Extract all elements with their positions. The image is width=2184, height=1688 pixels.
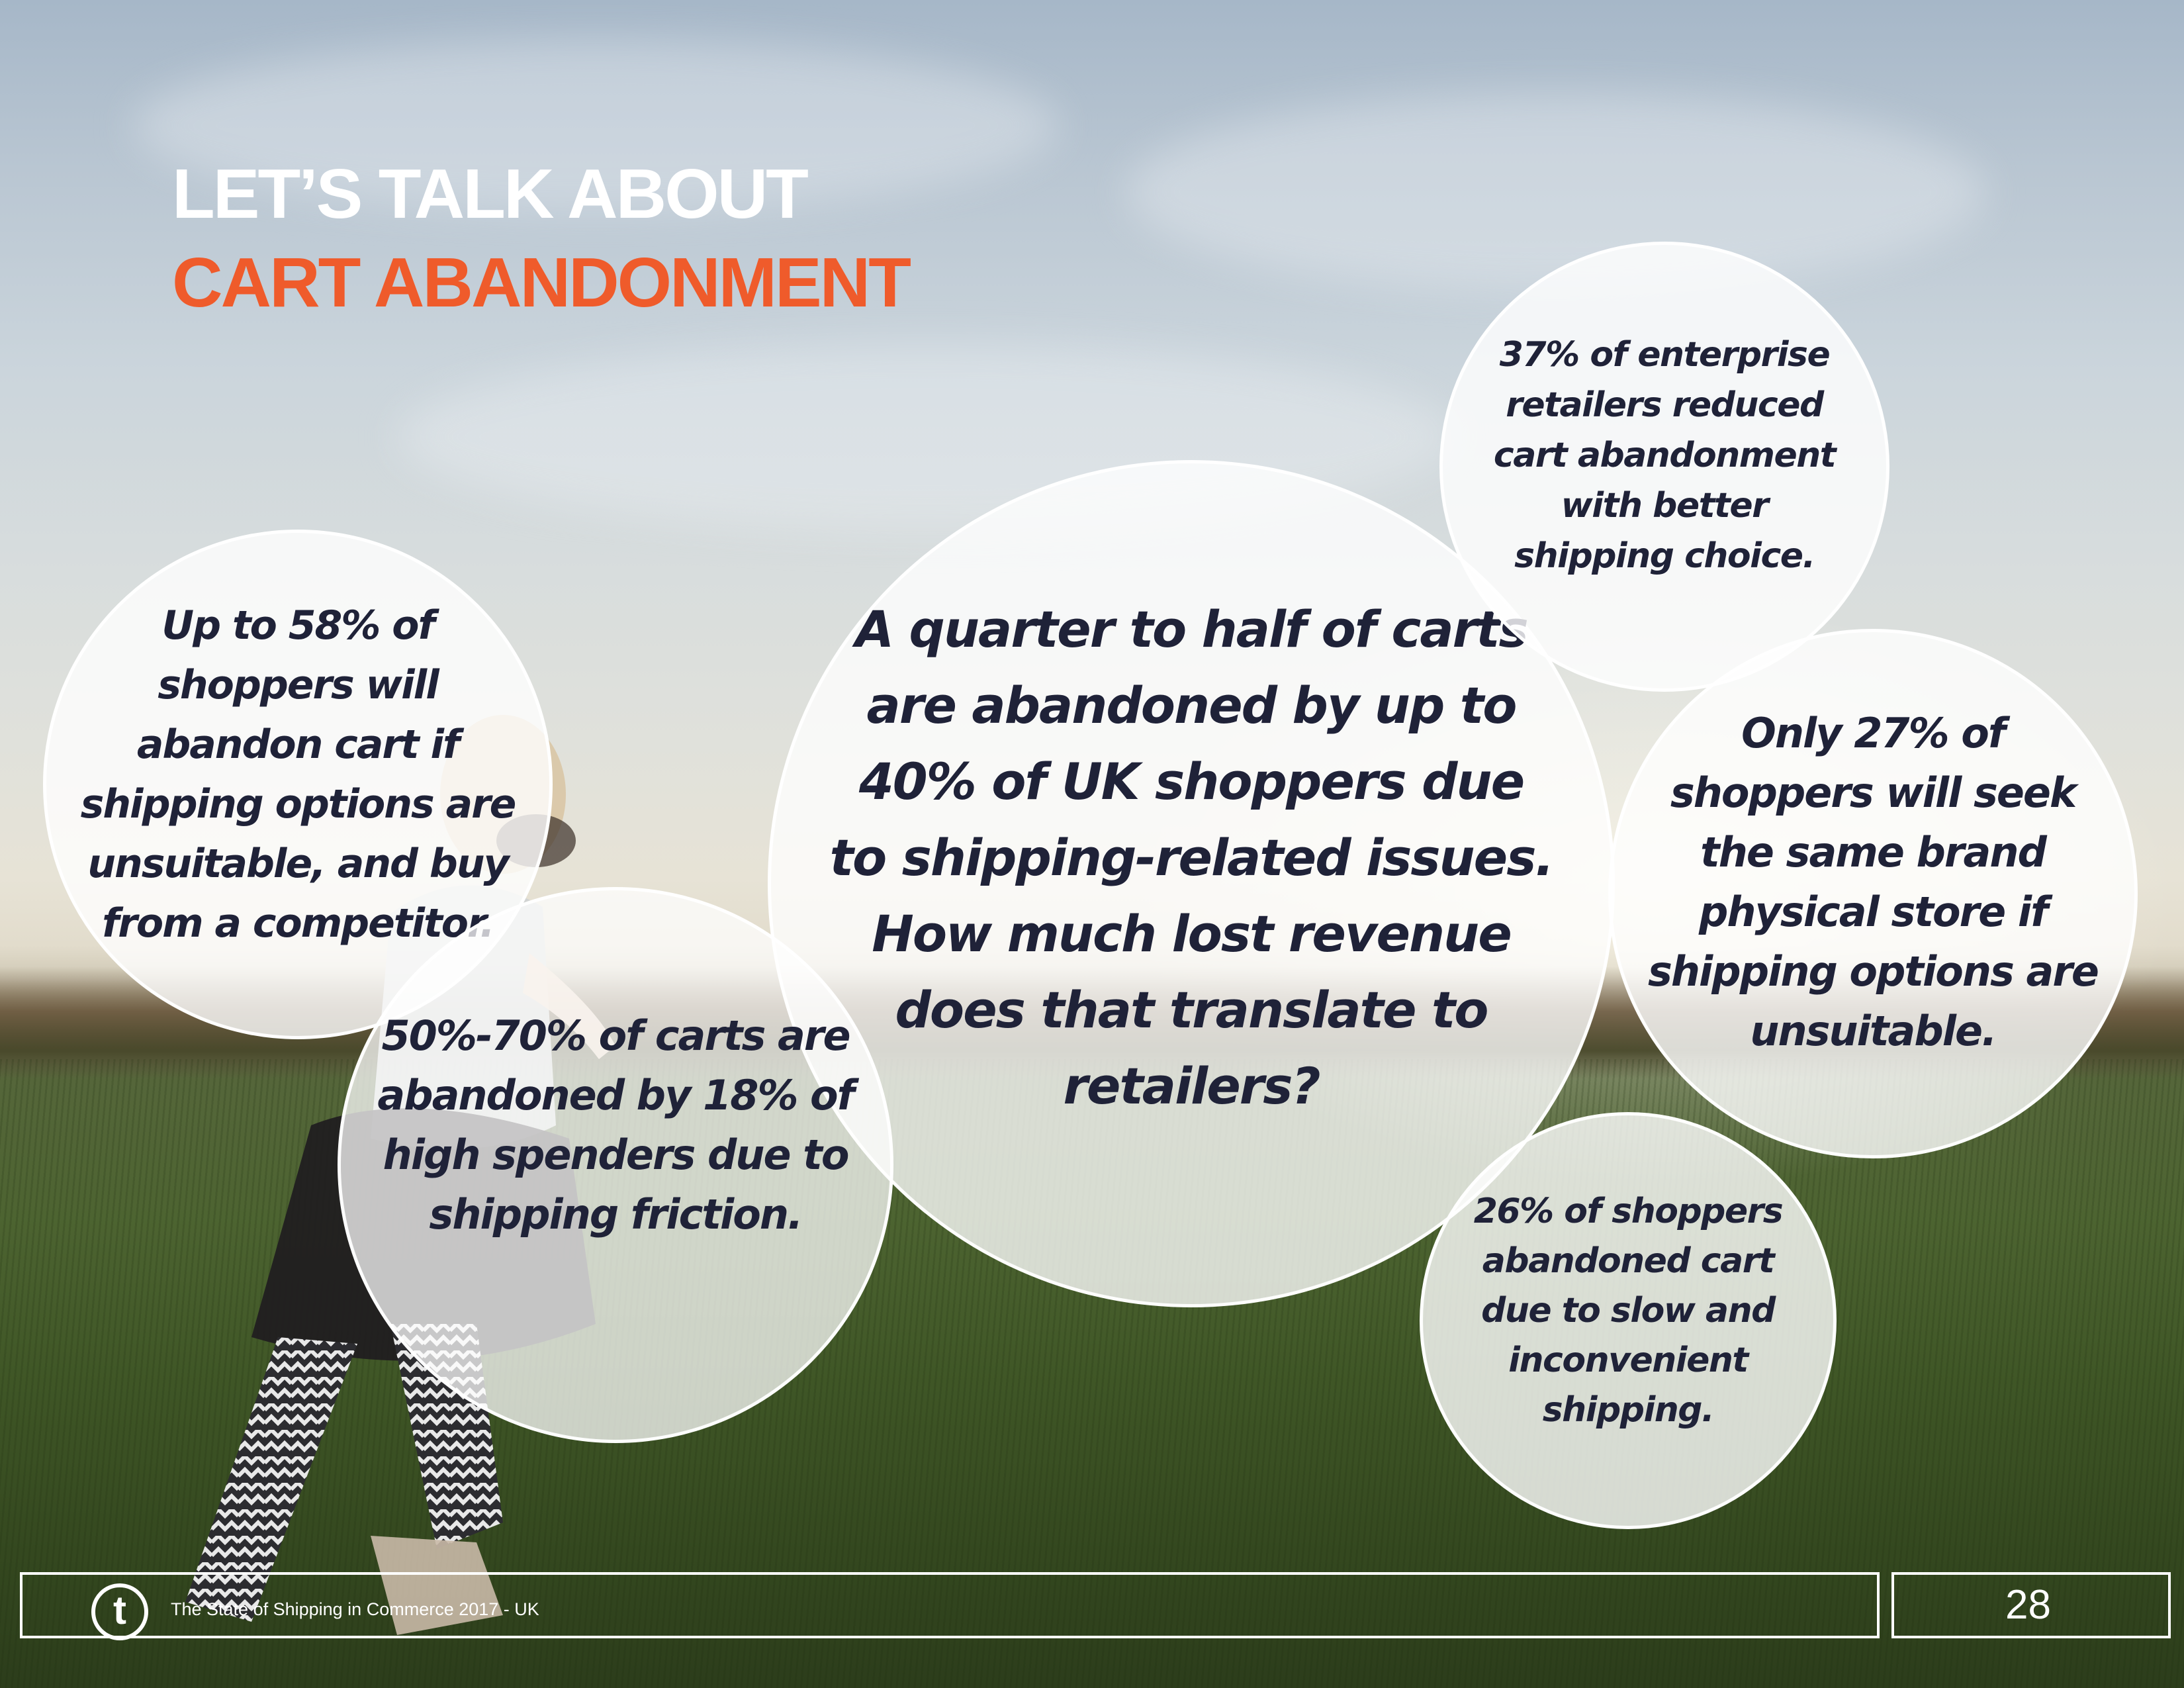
stat-bubble-58-percent: Up to 58% of shoppers will abandon cart … <box>43 530 553 1039</box>
cloud <box>1125 93 1985 291</box>
stat-text: 50%-70% of carts are abandoned by 18% of… <box>377 1011 854 1239</box>
main-question-text: A quarter to half of carts are abandoned… <box>829 599 1555 1115</box>
stat-bubble-37-percent: 37% of enterprise retailers reduced cart… <box>1439 242 1889 692</box>
stat-text: 26% of shoppers abandoned cart due to sl… <box>1473 1191 1784 1430</box>
stat-bubble-27-percent: Only 27% of shoppers will seek the same … <box>1608 629 2138 1158</box>
stat-text: Up to 58% of shoppers will abandon cart … <box>80 602 517 947</box>
title-line-2: CART ABANDONMENT <box>172 244 911 322</box>
cloud <box>132 40 1059 212</box>
page-number: 28 <box>2005 1582 2051 1628</box>
page-number-box <box>1891 1572 2171 1638</box>
stat-text: 37% of enterprise retailers reduced cart… <box>1493 334 1837 576</box>
footer-publication-title: The State of Shipping in Commerce 2017 -… <box>171 1599 539 1619</box>
footer-bar <box>20 1572 1880 1638</box>
stat-bubble-26-percent: 26% of shoppers abandoned cart due to sl… <box>1420 1112 1837 1529</box>
main-question-bubble: A quarter to half of carts are abandoned… <box>768 460 1615 1307</box>
page-title: LET’S TALK ABOUT CART ABANDONMENT <box>172 155 911 322</box>
title-line-1: LET’S TALK ABOUT <box>172 155 809 233</box>
stat-bubble-50-70-percent: 50%-70% of carts are abandoned by 18% of… <box>338 887 893 1443</box>
stat-text: Only 27% of shoppers will seek the same … <box>1648 708 2099 1055</box>
brand-logo-icon: t <box>91 1583 148 1640</box>
